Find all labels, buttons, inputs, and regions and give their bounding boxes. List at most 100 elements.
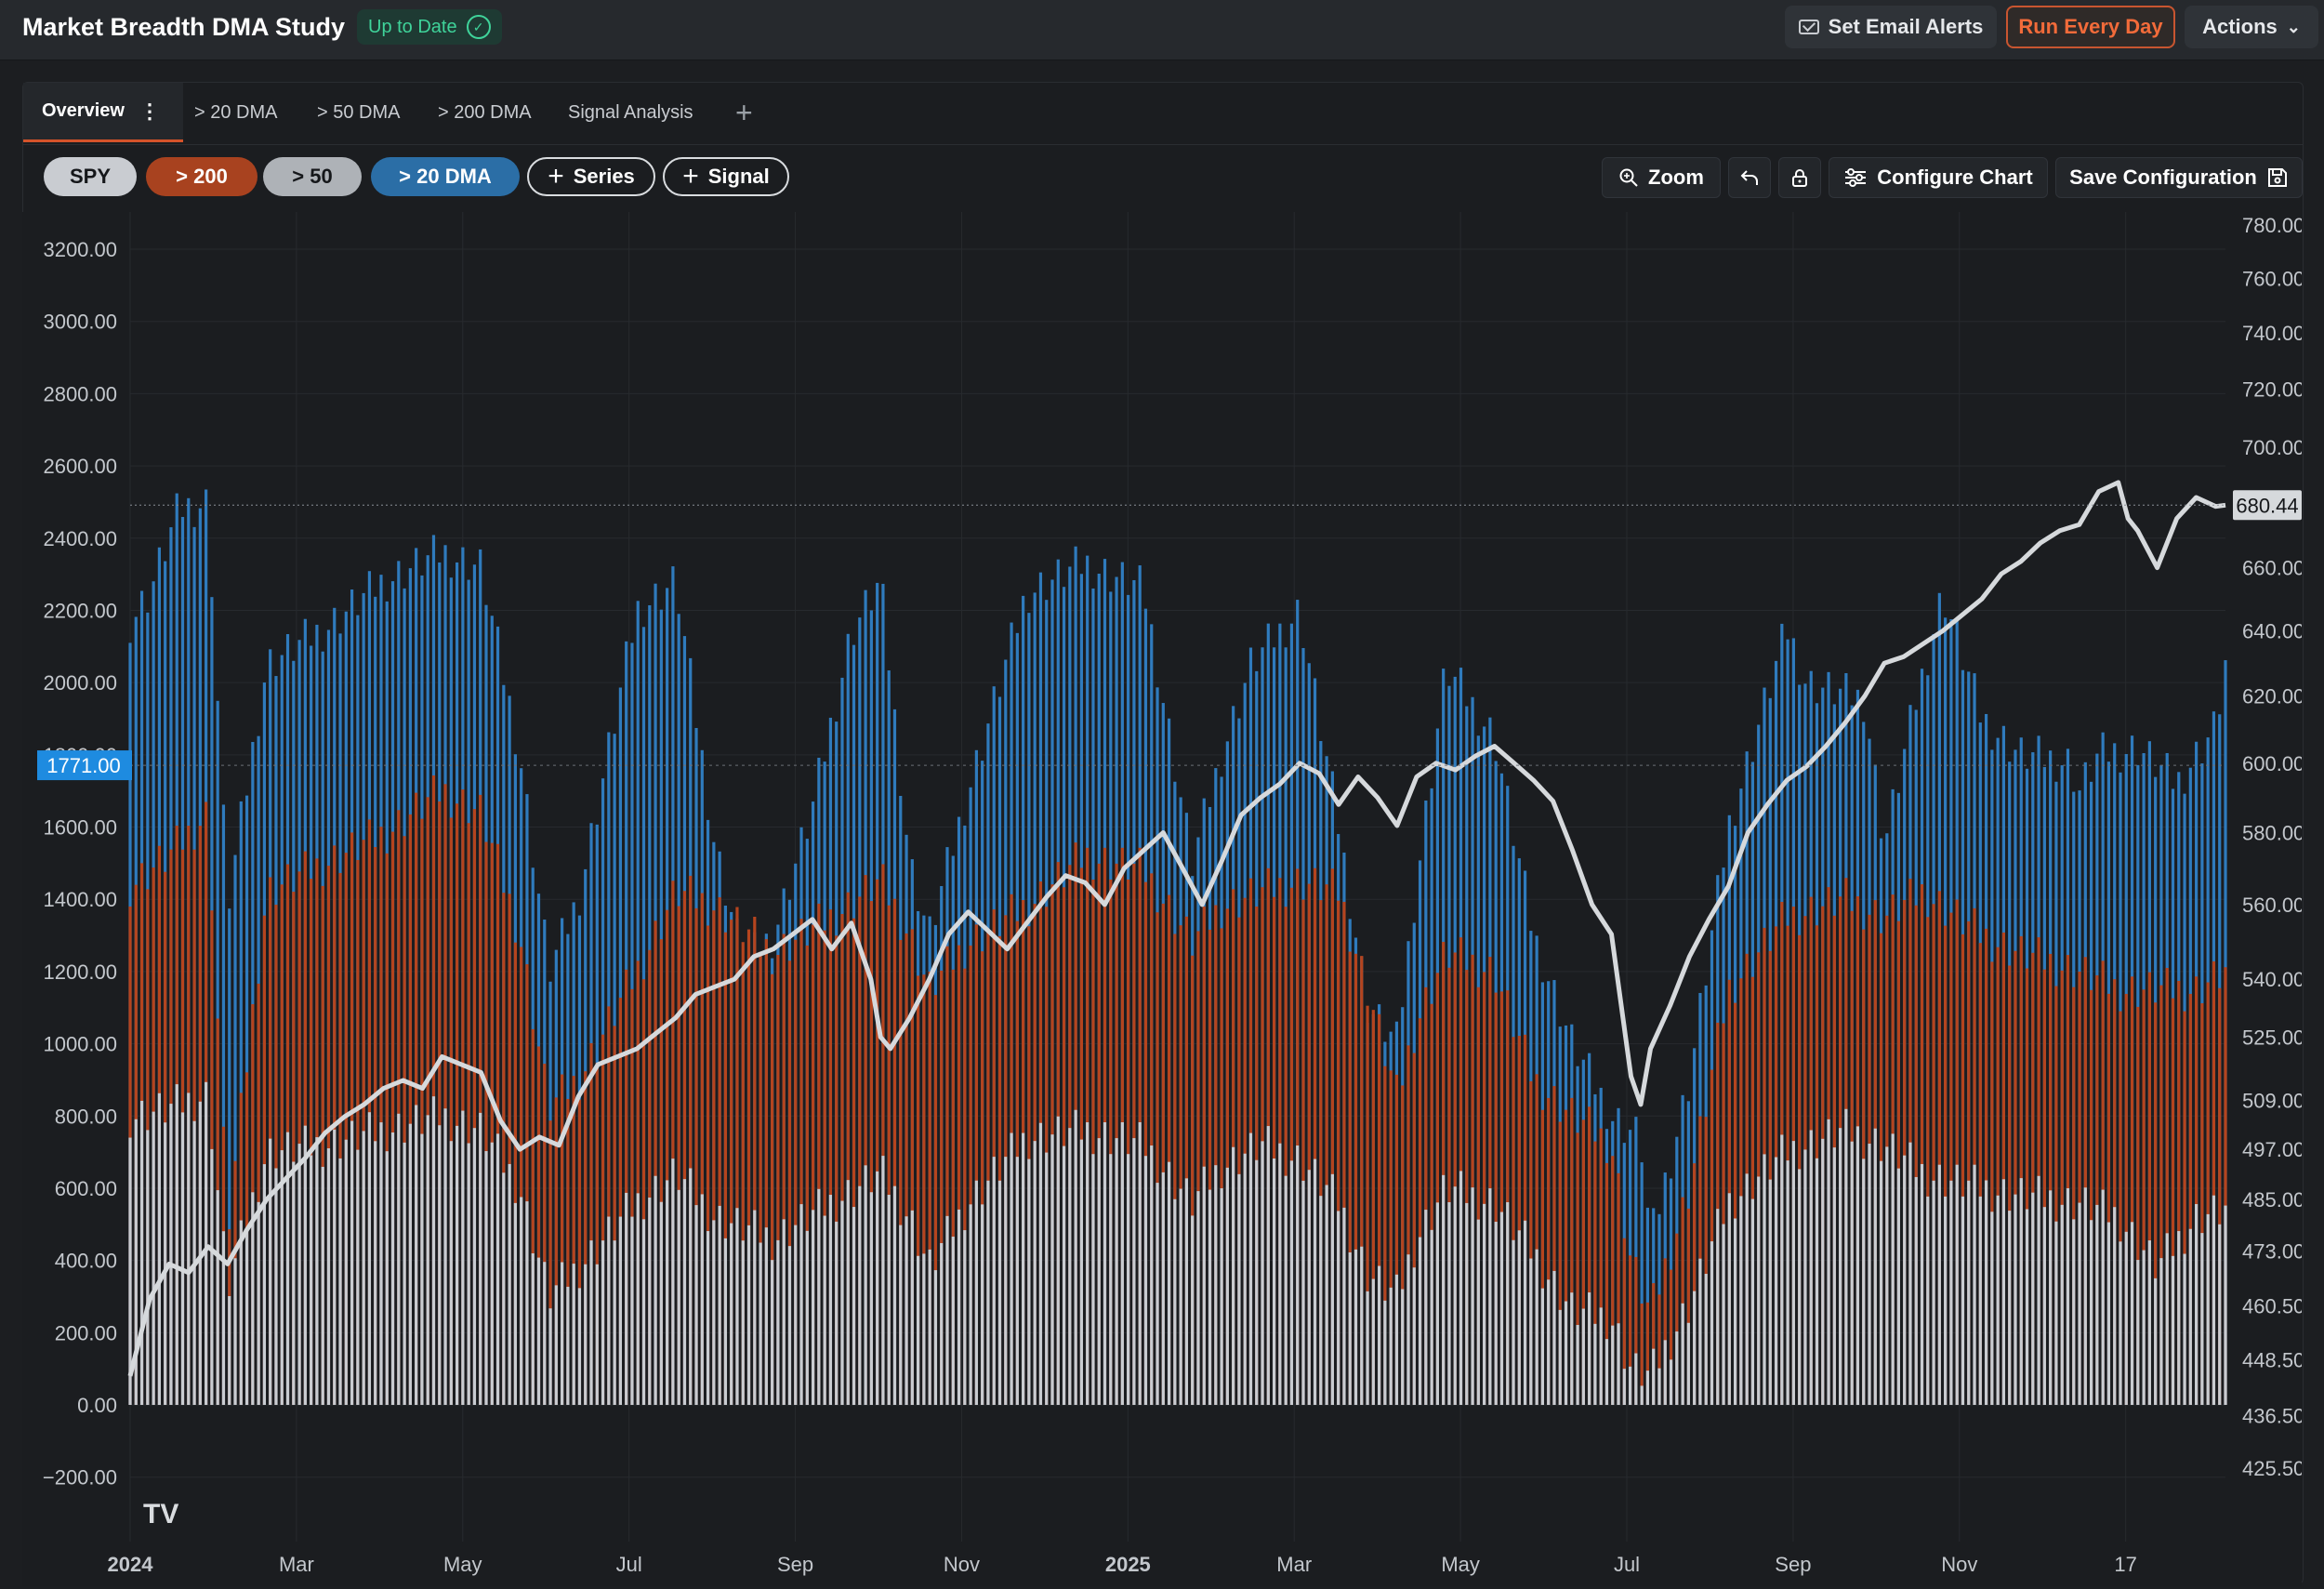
bar <box>1255 907 1259 1405</box>
tab-signal-analysis[interactable]: Signal Analysis <box>568 83 693 142</box>
bar <box>1961 934 1965 1405</box>
bar <box>350 832 354 1405</box>
configure-chart-label: Configure Chart <box>1877 166 2033 189</box>
right-axis-tick: 580.00 <box>2242 822 2302 845</box>
bar <box>1442 941 1446 1405</box>
run-every-day-button[interactable]: Run Every Day <box>2006 6 2175 48</box>
bar <box>1127 879 1130 1405</box>
bar <box>2101 960 2105 1405</box>
configure-chart-button[interactable]: Configure Chart <box>1829 157 2048 198</box>
bar <box>771 973 774 1405</box>
breadth-chart[interactable]: 3200.00 3000.00 2800.00 2600.00 2400.00 2200.… <box>22 212 2302 1586</box>
bar <box>1313 1159 1317 1405</box>
bar <box>408 1123 412 1405</box>
bar <box>899 1225 903 1405</box>
bar <box>1850 1141 1854 1405</box>
tab-50-dma[interactable]: > 50 DMA <box>317 83 400 142</box>
x-axis-tick: Mar <box>279 1553 314 1576</box>
bar <box>1453 1186 1457 1405</box>
bar <box>1593 1141 1597 1405</box>
bar <box>157 1092 161 1405</box>
bar <box>1494 1222 1498 1405</box>
bar <box>2001 932 2006 1405</box>
bar <box>811 1210 815 1405</box>
bar <box>1604 1339 1609 1405</box>
bar <box>846 892 850 1405</box>
bar <box>1196 1191 1200 1405</box>
series-chip-20-dma[interactable]: > 20 DMA <box>371 157 520 196</box>
lock-button[interactable] <box>1778 157 1821 198</box>
left-axis-tick: 1000.00 <box>43 1033 117 1056</box>
bar <box>2147 972 2151 1405</box>
actions-dropdown[interactable]: Actions ⌄ <box>2185 6 2318 48</box>
bar <box>1348 1252 1352 1405</box>
bar <box>1873 1128 1877 1405</box>
plus-icon: + <box>682 161 699 192</box>
tab-20-dma[interactable]: > 20 DMA <box>194 83 277 142</box>
bar <box>233 1258 237 1405</box>
bar <box>438 801 442 1405</box>
bar <box>2060 970 2064 1405</box>
bar <box>2054 1221 2058 1405</box>
bar <box>986 930 990 1405</box>
bar <box>1686 1208 1690 1405</box>
bar <box>1652 1283 1656 1405</box>
bar <box>1564 1301 1568 1405</box>
svg-text:TV: TV <box>143 1499 178 1529</box>
tab-200-dma[interactable]: > 200 DMA <box>438 83 532 142</box>
bar <box>1476 987 1480 1405</box>
bar <box>1611 1325 1615 1405</box>
bar <box>1191 955 1195 1405</box>
bar <box>338 1158 342 1405</box>
bar <box>1447 967 1451 1405</box>
add-signal-button[interactable]: + Signal <box>663 157 789 196</box>
bar <box>1143 881 1148 1405</box>
bar <box>1418 1018 1422 1405</box>
bar <box>310 1155 313 1405</box>
bar <box>776 955 780 1405</box>
tab-overview[interactable]: Overview ⋮ <box>23 83 183 142</box>
kebab-menu-icon[interactable]: ⋮ <box>139 99 160 123</box>
bar <box>625 969 628 1405</box>
bar <box>1617 1172 1620 1405</box>
bar <box>1353 953 1358 1405</box>
bar <box>1944 925 1948 1405</box>
bar <box>2060 1204 2064 1405</box>
bar <box>607 1216 611 1405</box>
zoom-button[interactable]: Zoom <box>1602 157 1721 198</box>
bar <box>1115 1138 1118 1405</box>
bar <box>1366 1291 1369 1405</box>
bar <box>1949 1180 1953 1405</box>
bar <box>1914 905 1918 1405</box>
bar <box>2049 1190 2053 1405</box>
save-configuration-button[interactable]: Save Configuration <box>2055 157 2303 198</box>
envelope-icon <box>1798 20 1819 34</box>
bar <box>718 897 721 1405</box>
set-email-alerts-button[interactable]: Set Email Alerts <box>1785 6 1997 48</box>
undo-button[interactable] <box>1728 157 1771 198</box>
series-chip-50[interactable]: > 50 <box>263 157 362 196</box>
right-axis-tick: 560.00 <box>2242 894 2302 917</box>
bar <box>1645 1302 1650 1405</box>
bar <box>1401 1289 1405 1405</box>
bar <box>1167 1161 1171 1405</box>
x-axis-tick: 2025 <box>1105 1553 1151 1576</box>
chart-markers: 1771.00 680.44 <box>37 490 2302 781</box>
bar <box>2095 975 2099 1405</box>
bar <box>1325 884 1328 1405</box>
status-label: Up to Date <box>368 16 457 37</box>
bar <box>1442 1174 1446 1405</box>
bar <box>1821 1138 1825 1405</box>
bar <box>2124 993 2128 1405</box>
series-chip-spy[interactable]: SPY <box>44 157 137 196</box>
crosshair-value: 1771.00 <box>46 754 121 777</box>
bar <box>1611 1156 1615 1405</box>
bar <box>601 1240 605 1405</box>
add-signal-label: Signal <box>707 165 770 188</box>
add-series-button[interactable]: + Series <box>527 157 655 196</box>
series-chip-200[interactable]: > 200 <box>146 157 257 196</box>
x-axis-tick: Sep <box>1775 1553 1811 1576</box>
add-tab-icon[interactable]: + <box>735 95 753 129</box>
bar <box>1155 1183 1159 1405</box>
bar <box>408 814 412 1405</box>
